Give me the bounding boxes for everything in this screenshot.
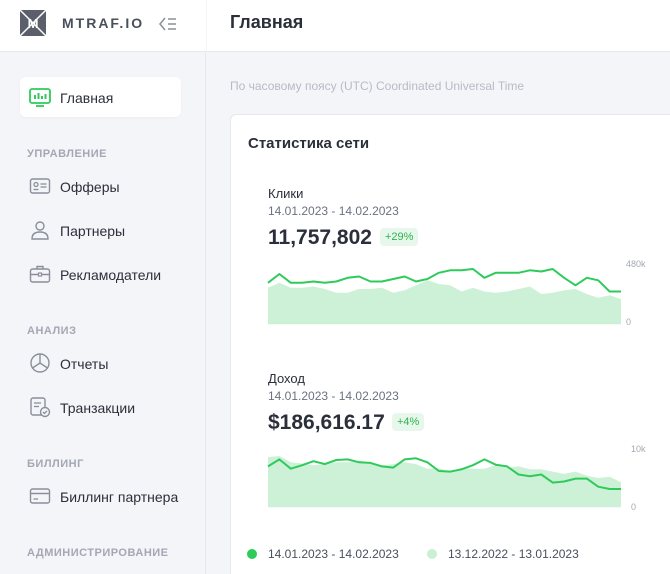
user-icon <box>31 221 49 240</box>
sidebar-item-label: Рекламодатели <box>60 267 162 283</box>
sidebar-item-label: Главная <box>60 90 114 106</box>
sidebar-item-label: Биллинг партнера <box>60 489 179 505</box>
sidebar-item-label: Офферы <box>60 179 120 195</box>
series-area-previous <box>268 456 621 507</box>
clicks-change-badge: +29% <box>380 228 419 246</box>
sidebar: M MTRAF.IO Главная УПРАВЛЕНИЕ <box>0 0 206 574</box>
revenue-axis-max: 10k <box>631 444 646 454</box>
briefcase-icon <box>29 265 51 283</box>
clicks-chart <box>267 268 621 325</box>
section-management: УПРАВЛЕНИЕ <box>27 148 107 160</box>
sidebar-item-home[interactable]: Главная <box>20 77 181 117</box>
card-title: Статистика сети <box>248 135 370 152</box>
timezone-note: По часовому поясу (UTC) Coordinated Univ… <box>230 79 525 93</box>
logo-letter: M <box>28 16 39 31</box>
brand-logo[interactable]: M <box>18 8 48 38</box>
document-check-icon <box>30 397 51 418</box>
sidebar-item-label: Отчеты <box>60 356 109 372</box>
series-area-previous <box>268 280 621 324</box>
legend-dot-current <box>247 549 257 559</box>
sidebar-item-partners[interactable]: Партнеры <box>20 210 181 250</box>
sidebar-item-advertisers[interactable]: Рекламодатели <box>20 254 181 294</box>
credit-card-icon <box>29 488 51 504</box>
revenue-value: $186,616.17 <box>268 411 385 434</box>
clicks-range: 14.01.2023 - 14.02.2023 <box>268 204 399 218</box>
sidebar-item-label: Транзакции <box>60 400 136 416</box>
sidebar-item-reports[interactable]: Отчеты <box>20 343 181 383</box>
brand-bar: M MTRAF.IO <box>0 0 206 52</box>
pie-chart-icon <box>30 353 50 373</box>
legend-dot-previous <box>427 549 437 559</box>
topbar: Главная <box>207 0 670 52</box>
revenue-axis-min: 0 <box>631 502 637 512</box>
sidebar-item-offers[interactable]: Офферы <box>20 166 181 206</box>
revenue-range: 14.01.2023 - 14.02.2023 <box>268 389 399 403</box>
sidebar-item-label: Партнеры <box>60 223 126 239</box>
legend-current-period[interactable]: 14.01.2023 - 14.02.2023 <box>247 547 399 561</box>
brand-name: MTRAF.IO <box>62 15 145 31</box>
collapse-sidebar-icon[interactable] <box>157 13 179 35</box>
revenue-label: Доход <box>268 371 305 386</box>
monitor-chart-icon <box>29 88 51 107</box>
section-billing: БИЛЛИНГ <box>27 458 84 470</box>
clicks-label: Клики <box>268 186 304 201</box>
sidebar-item-transactions[interactable]: Транзакции <box>20 387 181 427</box>
clicks-axis-max: 480k <box>626 259 646 269</box>
network-stats-card: Статистика сети Клики 14.01.2023 - 14.02… <box>230 114 670 574</box>
legend-label: 13.12.2022 - 13.01.2023 <box>448 547 579 561</box>
legend-previous-period[interactable]: 13.12.2022 - 13.01.2023 <box>427 547 579 561</box>
revenue-chart <box>267 456 621 508</box>
series-line-current <box>267 457 621 490</box>
legend-label: 14.01.2023 - 14.02.2023 <box>268 547 399 561</box>
id-card-icon <box>29 178 51 194</box>
revenue-change-badge: +4% <box>392 413 425 431</box>
series-line-current <box>267 268 621 293</box>
clicks-axis-min: 0 <box>626 317 632 327</box>
section-administration: АДМИНИСТРИРОВАНИЕ <box>27 547 169 559</box>
clicks-value: 11,757,802 <box>268 226 372 249</box>
page-title: Главная <box>230 12 304 32</box>
sidebar-item-partner-billing[interactable]: Биллинг партнера <box>20 476 181 516</box>
section-analysis: АНАЛИЗ <box>27 325 77 337</box>
